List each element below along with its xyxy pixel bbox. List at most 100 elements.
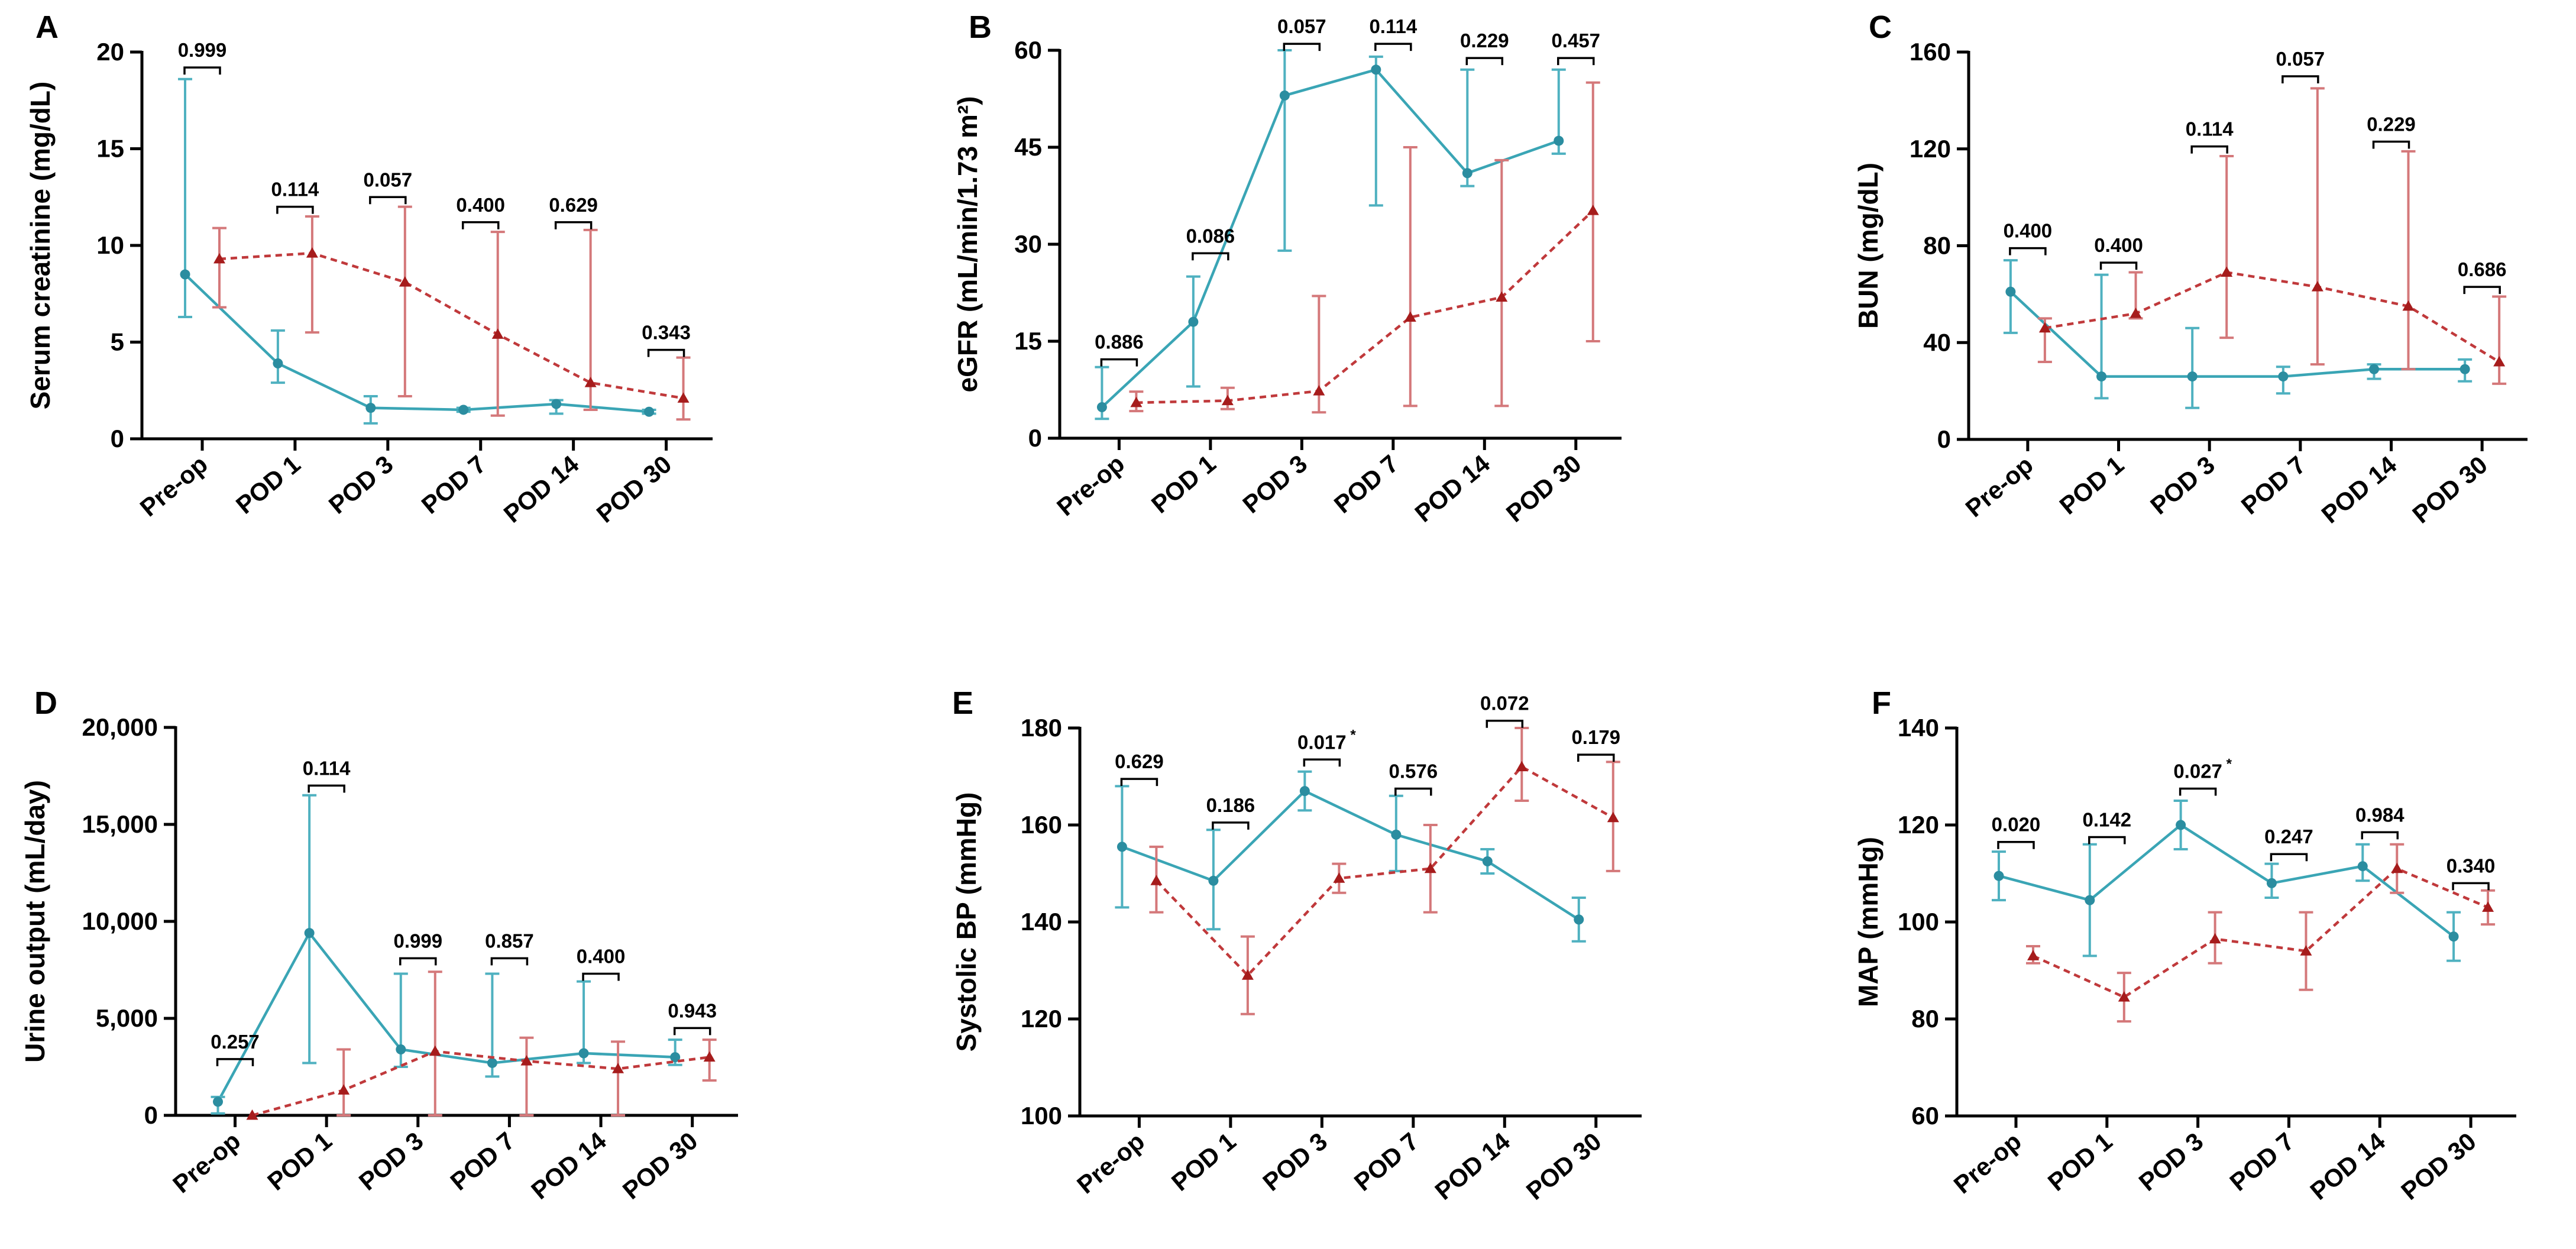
y-tick-label: 40 (1923, 328, 1951, 356)
significance-bracket (1120, 778, 1158, 787)
panel-f: F 60 80 100 120 140 Pre-op POD 1 POD 3 POD 7 POD 1… (1853, 685, 2516, 1205)
significance-bracket (2270, 853, 2308, 862)
data-point (1424, 862, 1436, 873)
data-point (2118, 991, 2130, 1002)
x-tick-label: Pre-op (1072, 1127, 1150, 1199)
p-value-asterisk: * (2227, 756, 2232, 772)
p-value-label: 0.943 (668, 999, 717, 1021)
data-point (213, 1096, 224, 1107)
significance-bracket (2009, 247, 2047, 255)
panel-letter: C (1869, 9, 1892, 45)
p-value-label: 0.027 (2173, 761, 2222, 782)
p-value-label: 0.086 (1186, 225, 1235, 247)
y-tick-label: 60 (1911, 1102, 1939, 1130)
x-tick-label: POD 1 (1146, 449, 1221, 519)
x-tick-label: POD 14 (2305, 1127, 2390, 1205)
data-point (2300, 945, 2312, 956)
y-tick-label: 140 (1898, 714, 1939, 742)
x-tick-label: POD 14 (526, 1126, 611, 1204)
significance-bracket (2463, 286, 2501, 295)
data-point (1333, 872, 1345, 883)
series-line-1 (1101, 68, 1559, 409)
data-point (487, 1057, 497, 1068)
x-tick-label: POD 14 (1429, 1127, 1515, 1205)
x-tick-label: POD 7 (2236, 451, 2311, 520)
y-tick-label: 80 (1911, 1005, 1939, 1033)
x-tick-label: Pre-op (1960, 451, 2038, 523)
x-tick-label: POD 1 (1166, 1127, 1241, 1196)
data-point (2482, 901, 2494, 912)
p-value-label: 0.057 (364, 169, 413, 190)
data-point (1241, 969, 1254, 980)
x-tick-label: POD 3 (2134, 1127, 2209, 1196)
p-value-label: 0.984 (2355, 804, 2405, 826)
y-tick-label: 140 (1021, 908, 1062, 936)
data-point (1462, 168, 1473, 179)
y-tick-label: 15 (1014, 327, 1042, 355)
p-value-label: 0.686 (2458, 258, 2507, 280)
x-tick-label: POD 1 (262, 1127, 337, 1196)
data-point (1554, 135, 1564, 146)
series-line-2 (2044, 271, 2500, 363)
x-tick-label: POD 30 (1501, 449, 1587, 528)
p-value-label: 0.017 (1297, 731, 1347, 753)
panel-a: A 0 5 10 15 20 Pre-op POD 1 POD 3 POD 7 POD 14 POD … (25, 9, 713, 528)
p-value-asterisk: * (1350, 727, 1356, 743)
data-point (1391, 829, 1402, 840)
p-value-label: 0.457 (1551, 30, 1600, 51)
p-value-label: 0.114 (303, 757, 351, 779)
x-tick-label: POD 3 (1257, 1127, 1332, 1196)
y-tick-label: 15 (96, 135, 124, 163)
p-value-label: 0.400 (456, 194, 505, 216)
p-value-label: 0.343 (642, 322, 691, 344)
significance-bracket (2361, 831, 2399, 840)
data-point (2005, 286, 2016, 297)
data-point (2402, 300, 2415, 311)
series-line-1 (2009, 290, 2465, 378)
significance-bracket (1303, 758, 1341, 767)
panel-b: B 0 15 30 45 60 Pre-op POD 1 POD 3 POD 7 POD 14 POD… (952, 9, 1622, 528)
y-tick-label: 30 (1014, 230, 1042, 258)
data-point (1221, 394, 1234, 406)
significance-bracket (582, 972, 620, 981)
series-line-1 (1121, 789, 1580, 921)
data-point (2391, 862, 2403, 873)
significance-bracket (461, 221, 500, 229)
significance-bracket (2190, 145, 2228, 154)
y-tick-label: 120 (1910, 135, 1951, 163)
significance-bracket (1577, 753, 1615, 762)
y-axis-title: Systolic BP (mmHg) (951, 792, 982, 1052)
data-point (2266, 878, 2277, 888)
significance-bracket (2452, 882, 2490, 891)
x-tick-label: POD 14 (499, 449, 584, 528)
y-tick-label: 120 (1021, 1005, 1062, 1033)
data-point (306, 247, 318, 258)
data-point (644, 406, 655, 417)
significance-bracket (647, 348, 685, 357)
data-point (1150, 875, 1163, 885)
data-point (1496, 291, 1508, 302)
x-tick-label: POD 1 (2043, 1127, 2118, 1196)
y-tick-label: 0 (1028, 424, 1042, 452)
x-tick-label: POD 1 (2054, 451, 2130, 520)
panel-letter: A (35, 9, 59, 45)
p-value-label: 0.400 (2004, 220, 2053, 242)
x-tick-label: Pre-op (167, 1127, 245, 1199)
significance-bracket (369, 196, 407, 205)
data-point (1404, 311, 1416, 322)
data-point (2357, 861, 2368, 872)
p-value-label: 0.247 (2264, 826, 2313, 847)
y-tick-label: 160 (1021, 811, 1062, 839)
significance-bracket (490, 957, 529, 966)
significance-bracket (1212, 821, 1250, 830)
panel-letter: B (969, 9, 992, 45)
p-value-label: 0.229 (2367, 113, 2416, 135)
significance-bracket (1486, 719, 1524, 728)
x-tick-label: POD 30 (617, 1127, 703, 1205)
x-tick-label: Pre-op (1051, 449, 1130, 522)
data-point (304, 928, 315, 939)
data-point (2460, 364, 2470, 374)
significance-bracket (1465, 57, 1504, 66)
